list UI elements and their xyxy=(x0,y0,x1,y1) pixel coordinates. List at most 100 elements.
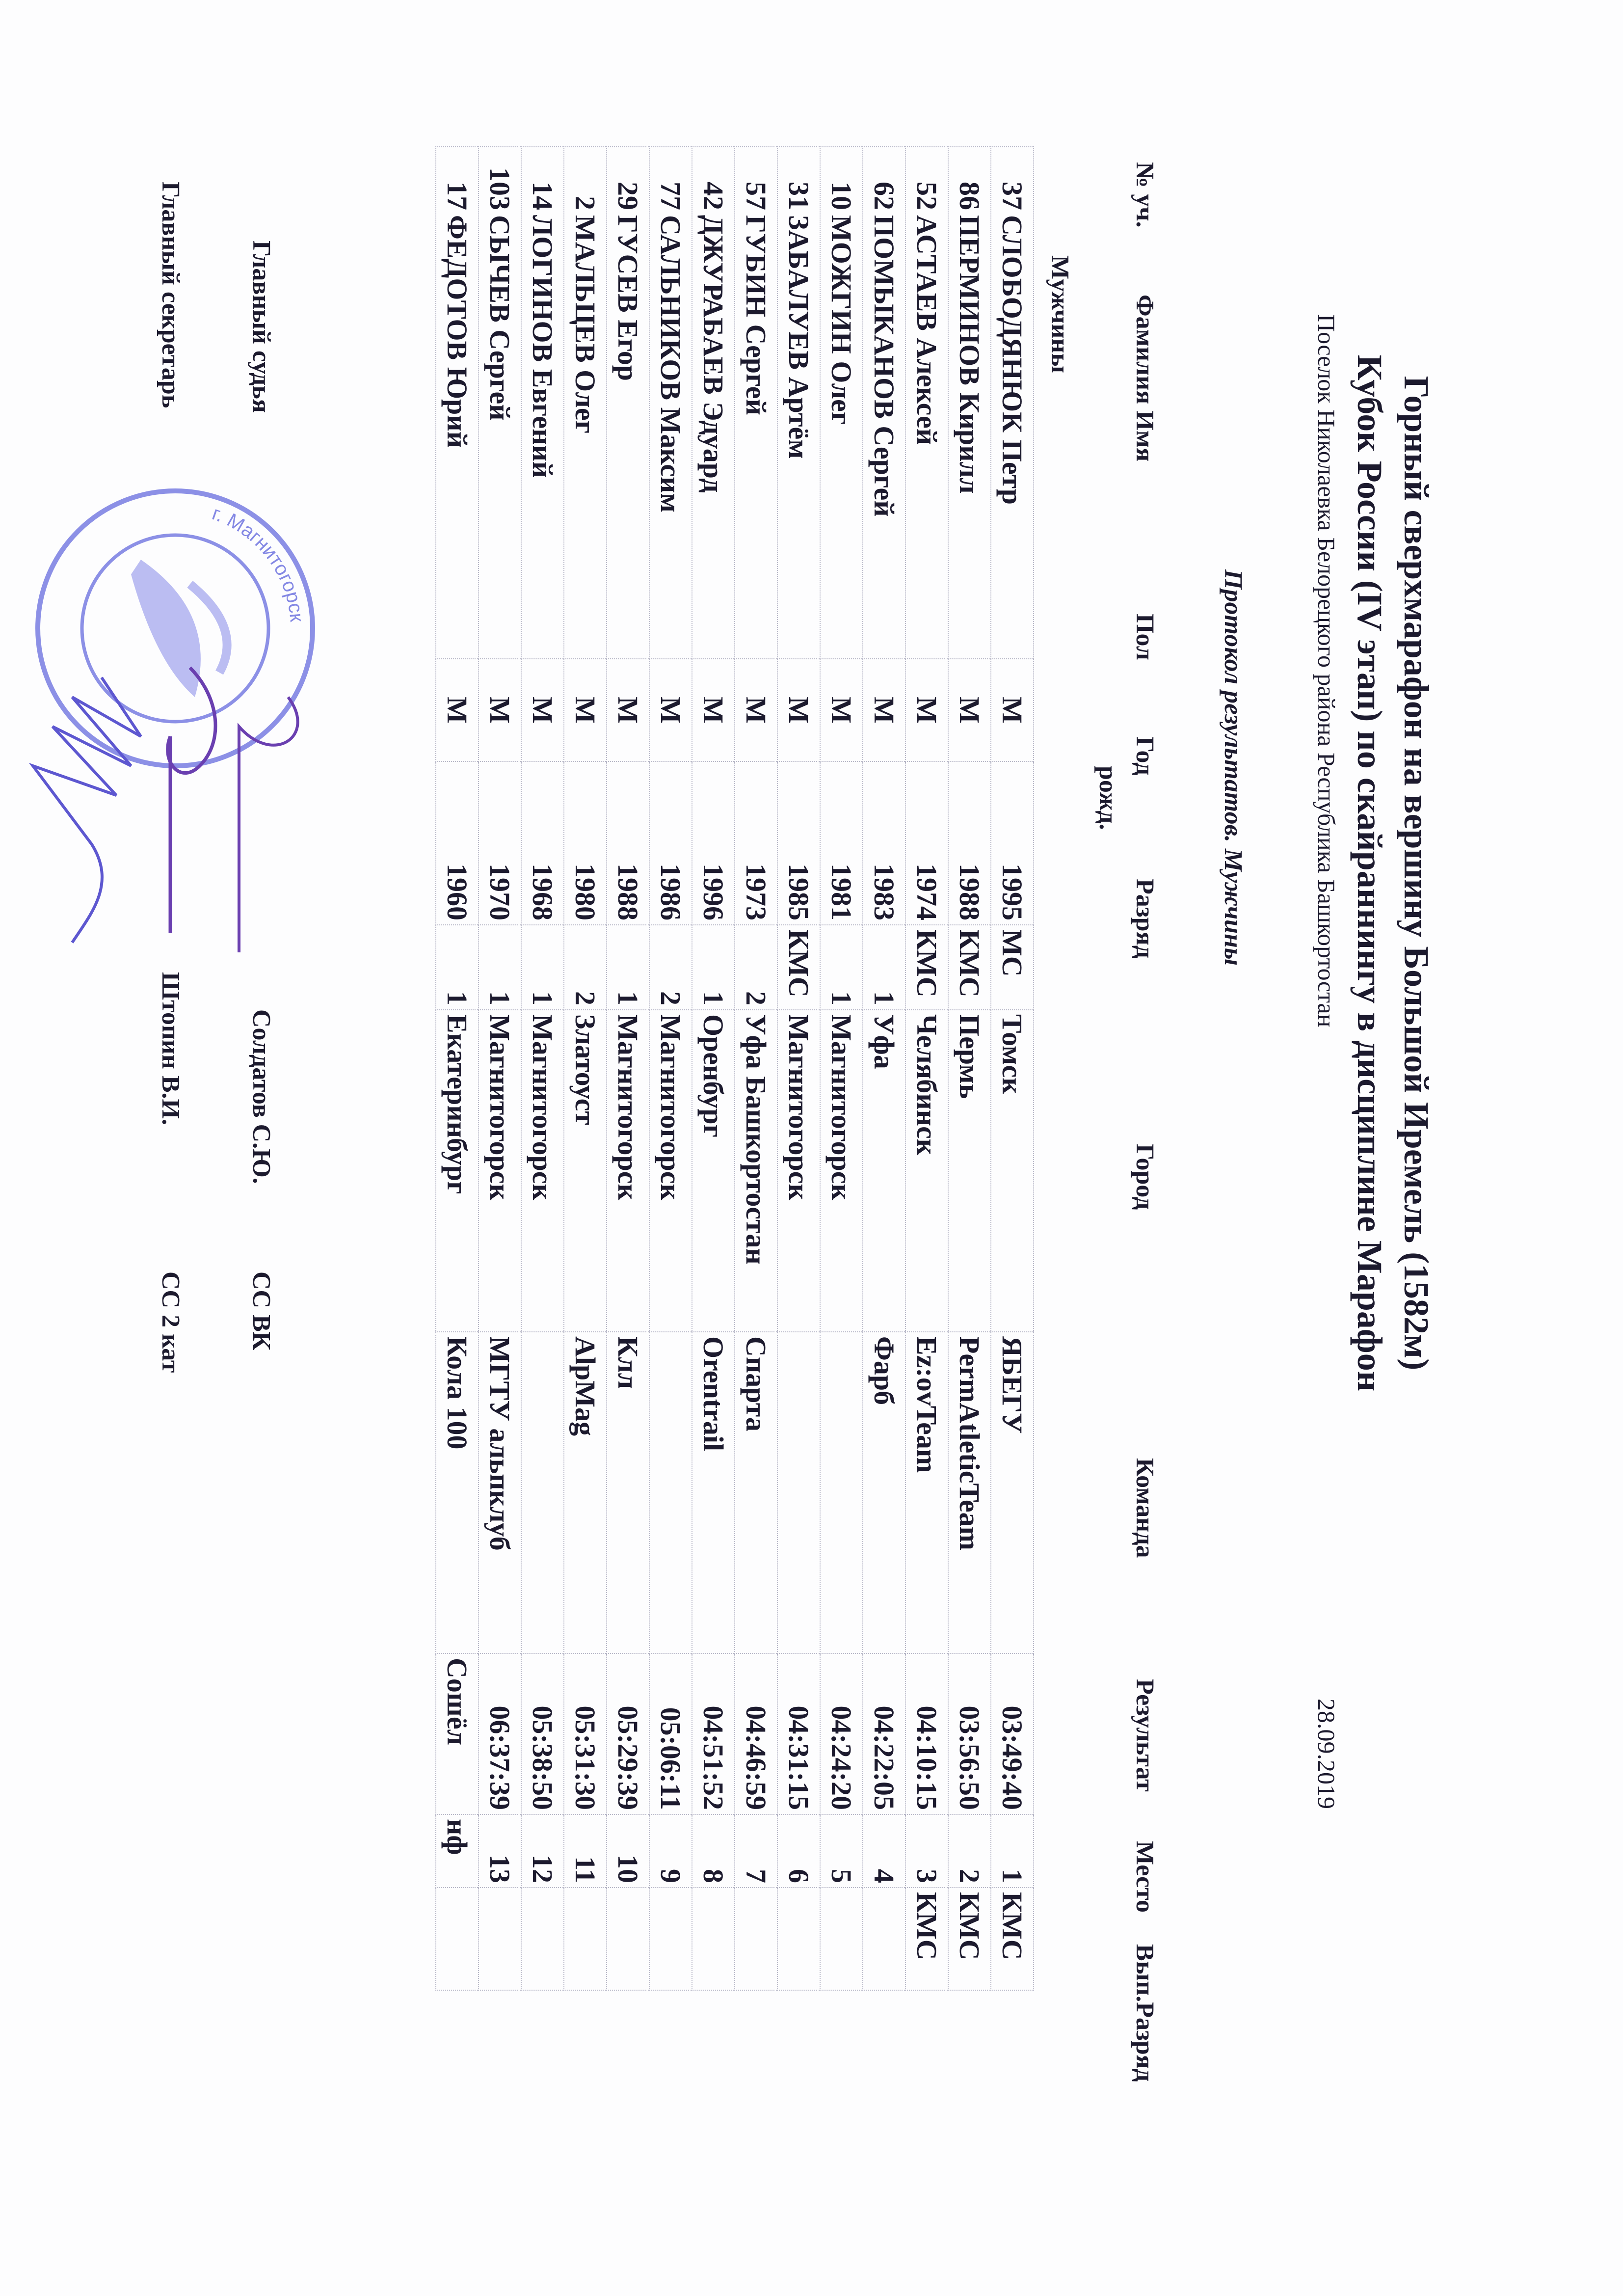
participant-cell: 10 МОЖГИН Олег xyxy=(820,147,863,659)
table-row: 31 ЗАБАЛУЕВ Артём М 1985 КМС Магнитогорск 04:3… xyxy=(777,147,820,1990)
participant-number: 62 xyxy=(868,182,900,210)
table-row: 2МАЛЬЦЕВ Олег М 1980 2 Златоуст AlpMag 05:31:3… xyxy=(564,147,607,1990)
sex-cell: М xyxy=(863,659,905,761)
table-row: 17 ФЕДОТОВ Юрий М 1960 1 Екатеринбург Кола 100… xyxy=(436,147,479,1990)
col-rank: Разряд xyxy=(1131,879,1159,959)
chief-secretary-category: СС 2 кат xyxy=(157,1271,185,1373)
participant-cell: 57 ГУБИН Сергей xyxy=(735,147,777,659)
achieved-rank-cell xyxy=(863,1888,905,1990)
participant-name: ПЕРМИНОВ Кирилл xyxy=(954,215,985,494)
date: 28.09.2019 xyxy=(1313,1699,1340,1809)
table-row: 29 ГУСЕВ Егор М 1988 1 Магнитогорск Клл 05:29:3… xyxy=(607,147,649,1990)
participant-name: ЛОГИНОВ Евгений xyxy=(527,215,559,478)
col-name: Фамилия Имя xyxy=(1131,295,1159,462)
participant-cell: 62 ПОМЫКАНОВ Сергей xyxy=(863,147,905,659)
sex-cell: М xyxy=(564,659,607,761)
col-achieved-rank: Вып.Разряд xyxy=(1131,1944,1159,2082)
participant-cell: 103 СЫЧЕВ Сергей xyxy=(479,147,521,659)
title-line-2: Кубок России (IV этап) по скайраннингу в… xyxy=(1350,354,1389,1392)
sex-cell: М xyxy=(948,659,991,761)
city-cell: Златоуст xyxy=(564,1010,607,1332)
table-row: 86ПЕРМИНОВ Кирилл М 1988 КМС Пермь PermAtleti… xyxy=(948,147,991,1990)
results-table: 37СЛОБОДЯНЮК Петр М 1995 МС Томск ЯБЕГУ 03:49:… xyxy=(435,146,1034,1991)
city-cell: Магнитогорск xyxy=(479,1010,521,1332)
sex-cell: М xyxy=(777,659,820,761)
rank-cell: 1 xyxy=(820,925,863,1010)
protocol-title: Протокол результатов. Мужчины xyxy=(1219,569,1247,966)
team-cell: Ez:ovTeam xyxy=(905,1332,948,1653)
achieved-rank-cell xyxy=(735,1888,777,1990)
team-cell: Клл xyxy=(607,1332,649,1653)
participant-number: 103 xyxy=(484,167,516,210)
result-cell: 04:10:15 xyxy=(905,1653,948,1814)
place-cell: 1 xyxy=(991,1814,1034,1888)
participant-number: 57 xyxy=(740,182,772,210)
group-label: Мужчины xyxy=(1046,255,1074,373)
birth-year-cell: 1996 xyxy=(692,761,735,925)
participant-cell: 86 ПЕРМИНОВ Кирилл xyxy=(948,147,991,659)
sex-cell: М xyxy=(692,659,735,761)
place-cell: 8 xyxy=(692,1814,735,1888)
sex-cell: М xyxy=(607,659,649,761)
rank-cell: 1 xyxy=(436,925,479,1010)
achieved-rank-cell xyxy=(777,1888,820,1990)
place-cell: 3 xyxy=(905,1814,948,1888)
city-cell: Уфа xyxy=(863,1010,905,1332)
city-cell: Оренбург xyxy=(692,1010,735,1332)
table-row: 77 САЛЬНИКОВ Максим М 1986 2 Магнитогорск 05:0… xyxy=(649,147,692,1990)
col-year: Год xyxy=(1131,736,1159,776)
participant-cell: 42 ДЖУРАБАЕВ Эдуард xyxy=(692,147,735,659)
team-cell: PermAtleticTeam xyxy=(948,1332,991,1653)
city-cell: Магнитогорск xyxy=(820,1010,863,1332)
team-cell xyxy=(521,1332,564,1653)
birth-year-cell: 1985 xyxy=(777,761,820,925)
participant-cell: 2 МАЛЬЦЕВ Олег xyxy=(564,147,607,659)
rank-cell: МС xyxy=(991,925,1034,1010)
official-stamp: г. Магнитогорск xyxy=(35,488,315,768)
participant-number: 77 xyxy=(655,182,687,210)
location: Поселок Николаевка Белорецкого района Ре… xyxy=(1313,314,1340,1027)
participant-name: ГУСЕВ Егор xyxy=(612,215,644,381)
sex-cell: М xyxy=(649,659,692,761)
rank-cell: 1 xyxy=(479,925,521,1010)
participant-name: МАЛЬЦЕВ Олег xyxy=(569,215,601,433)
participant-number: 17 xyxy=(441,182,473,210)
achieved-rank-cell xyxy=(607,1888,649,1990)
achieved-rank-cell: КМС xyxy=(991,1888,1034,1990)
table-row: 62 ПОМЫКАНОВ Сергей М 1983 1 Уфа Фарб 04:22:05 4 xyxy=(863,147,905,1990)
team-cell: Спарта xyxy=(735,1332,777,1653)
result-cell: 04:31:15 xyxy=(777,1653,820,1814)
rank-cell: КМС xyxy=(777,925,820,1010)
place-cell: 10 xyxy=(607,1814,649,1888)
col-city: Город xyxy=(1131,1144,1159,1210)
place-cell: 2 xyxy=(948,1814,991,1888)
achieved-rank-cell xyxy=(820,1888,863,1990)
place-cell: 4 xyxy=(863,1814,905,1888)
col-sex: Пол xyxy=(1131,614,1159,660)
chief-secretary-label: Главный секретарь xyxy=(157,182,185,408)
participant-name: МОЖГИН Олег xyxy=(825,215,857,425)
participant-name: ФЕДОТОВ Юрий xyxy=(441,215,473,448)
city-cell: Магнитогорск xyxy=(649,1010,692,1332)
col-team: Команда xyxy=(1131,1458,1159,1558)
achieved-rank-cell xyxy=(692,1888,735,1990)
team-cell: AlpMag xyxy=(564,1332,607,1653)
birth-year-cell: 1968 xyxy=(521,761,564,925)
team-cell: Фарб xyxy=(863,1332,905,1653)
sex-cell: М xyxy=(479,659,521,761)
birth-year-cell: 1974 xyxy=(905,761,948,925)
birth-year-cell: 1960 xyxy=(436,761,479,925)
place-cell: 9 xyxy=(649,1814,692,1888)
birth-year-cell: 1981 xyxy=(820,761,863,925)
participant-number: 52 xyxy=(911,182,943,210)
birth-year-cell: 1980 xyxy=(564,761,607,925)
achieved-rank-cell xyxy=(521,1888,564,1990)
participant-cell: 29 ГУСЕВ Егор xyxy=(607,147,649,659)
participant-number: 29 xyxy=(612,182,644,210)
participant-cell: 77 САЛЬНИКОВ Максим xyxy=(649,147,692,659)
rank-cell: 1 xyxy=(607,925,649,1010)
participant-name: ГУБИН Сергей xyxy=(740,215,772,415)
sex-cell: М xyxy=(820,659,863,761)
achieved-rank-cell xyxy=(564,1888,607,1990)
